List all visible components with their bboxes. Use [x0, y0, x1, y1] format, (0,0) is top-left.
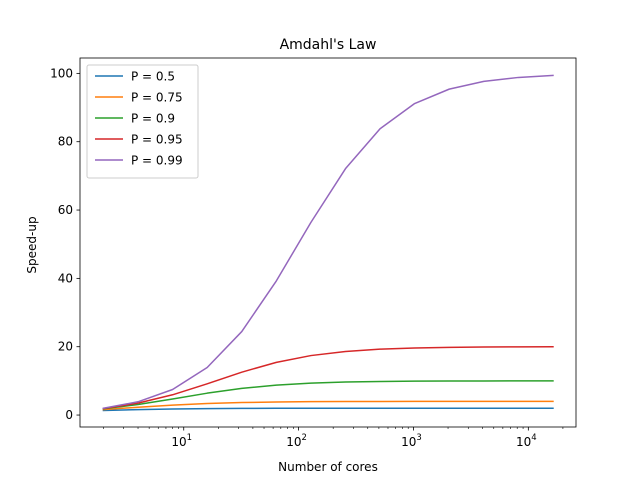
- legend-item: P = 0.99: [95, 154, 183, 168]
- y-tick-label: 80: [58, 135, 73, 149]
- y-axis-label: Speed-up: [25, 216, 39, 273]
- series-line-1: [102, 407, 554, 412]
- y-tick-label: 100: [50, 66, 73, 80]
- legend: P = 0.5 P = 0.75 P = 0.9 P = 0.95 P = 0.99: [86, 64, 199, 179]
- x-tick-label: 104: [516, 433, 537, 449]
- chart-title: Amdahl's Law: [280, 37, 377, 53]
- legend-label: P = 0.95: [131, 133, 183, 147]
- x-tick-label: 101: [171, 433, 192, 449]
- y-tick-label: 60: [58, 203, 73, 217]
- legend-item: P = 0.9: [95, 112, 175, 126]
- legend-item: P = 0.75: [95, 91, 183, 105]
- series-line-2: [102, 400, 554, 411]
- legend-item: P = 0.5: [95, 70, 175, 84]
- legend-label: P = 0.9: [131, 112, 175, 126]
- series-line-3: [102, 380, 554, 410]
- y-tick-label: 20: [58, 340, 73, 354]
- series-line-5: [102, 74, 554, 410]
- x-tick-label: 103: [401, 433, 422, 449]
- legend-item: P = 0.95: [95, 133, 183, 147]
- legend-box: [86, 64, 199, 179]
- legend-label: P = 0.75: [131, 91, 183, 105]
- x-tick-label: 102: [286, 433, 307, 449]
- legend-label: P = 0.5: [131, 70, 175, 84]
- series-line-4: [102, 346, 554, 410]
- legend-label: P = 0.99: [131, 154, 183, 168]
- plot-frame: [79, 57, 577, 428]
- y-tick-label: 40: [58, 271, 73, 285]
- y-tick-label: 0: [65, 408, 73, 422]
- x-axis-label: Number of cores: [278, 460, 378, 474]
